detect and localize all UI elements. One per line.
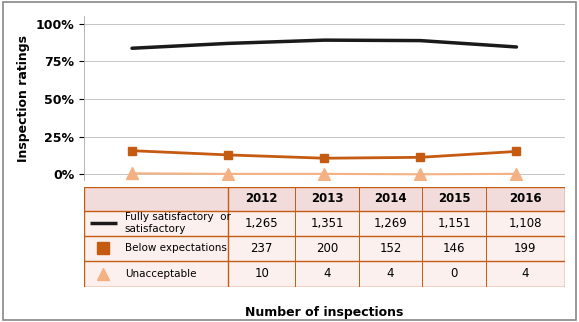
- Text: 2012: 2012: [245, 192, 278, 205]
- Y-axis label: Inspection ratings: Inspection ratings: [17, 35, 30, 162]
- Text: 1,351: 1,351: [310, 217, 344, 230]
- Bar: [84, 260, 565, 287]
- Text: 1,151: 1,151: [437, 217, 471, 230]
- Text: 2013: 2013: [311, 192, 343, 205]
- Text: Number of inspections: Number of inspections: [245, 306, 404, 319]
- Text: 0: 0: [450, 267, 457, 280]
- Text: 2016: 2016: [509, 192, 541, 205]
- Bar: [84, 211, 565, 236]
- Text: 200: 200: [316, 242, 338, 255]
- Text: Below expectations: Below expectations: [125, 243, 226, 253]
- Text: 4: 4: [521, 267, 529, 280]
- Text: 4: 4: [387, 267, 394, 280]
- Bar: [84, 187, 565, 211]
- Text: 199: 199: [514, 242, 536, 255]
- Text: 10: 10: [254, 267, 269, 280]
- Text: 2014: 2014: [374, 192, 407, 205]
- Text: Fully satisfactory  or
satisfactory: Fully satisfactory or satisfactory: [125, 213, 230, 234]
- Text: 2015: 2015: [438, 192, 470, 205]
- Bar: [84, 236, 565, 260]
- Text: Unacceptable: Unacceptable: [125, 269, 196, 279]
- Text: 152: 152: [379, 242, 402, 255]
- Text: 1,265: 1,265: [245, 217, 278, 230]
- Text: 146: 146: [443, 242, 466, 255]
- Text: 1,108: 1,108: [508, 217, 542, 230]
- Text: 4: 4: [324, 267, 331, 280]
- Text: 237: 237: [251, 242, 273, 255]
- Text: 1,269: 1,269: [373, 217, 408, 230]
